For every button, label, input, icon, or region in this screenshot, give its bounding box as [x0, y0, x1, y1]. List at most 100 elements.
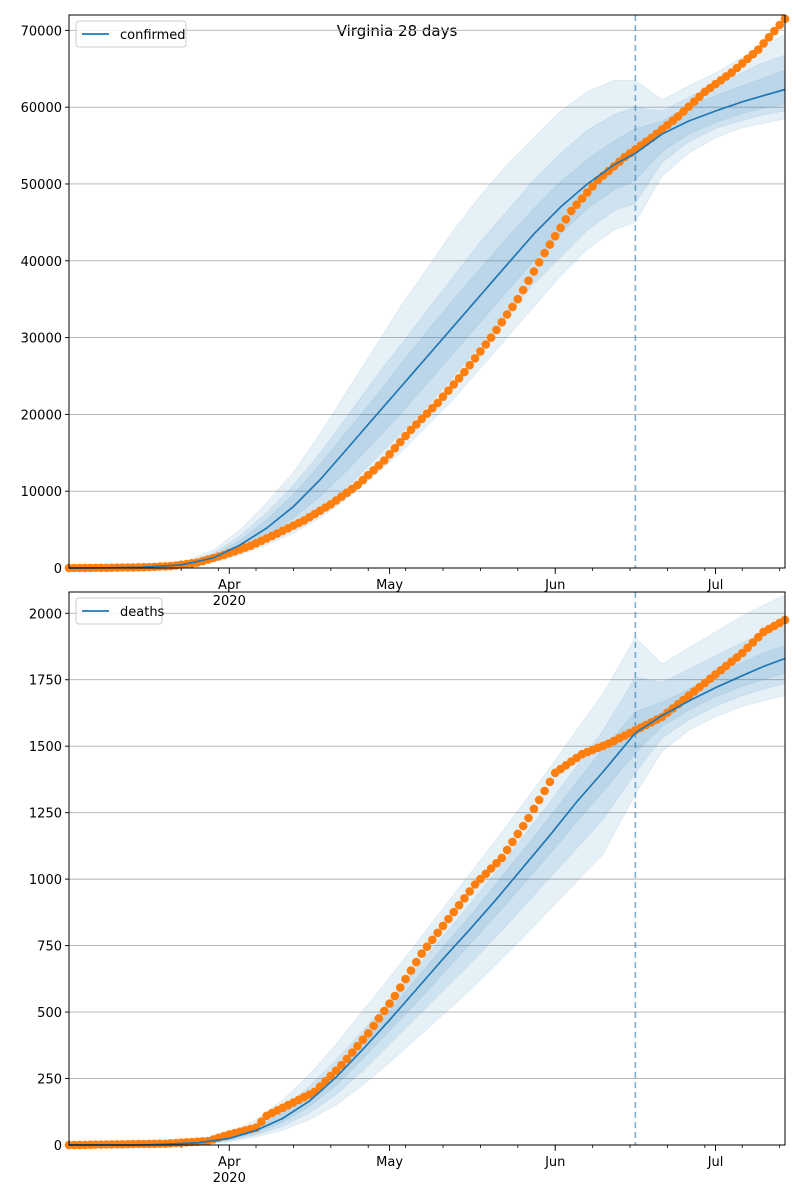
observed-point [369, 1021, 378, 1031]
observed-point [492, 325, 501, 335]
observed-point [577, 194, 587, 203]
observed-point [588, 182, 597, 191]
observed-point [481, 340, 491, 349]
observed-point [438, 921, 448, 931]
observed-point [337, 1060, 346, 1070]
observed-point [449, 380, 459, 389]
observed-point [326, 1071, 336, 1081]
axes-frame [68, 14, 786, 569]
observed-point [433, 398, 443, 408]
y-tick-label: 60000 [21, 101, 62, 116]
median-line [69, 657, 786, 1146]
observed-point [331, 1066, 341, 1075]
observed-point [518, 285, 528, 295]
x-tick-label: Apr [218, 1155, 241, 1170]
observed-point [380, 1006, 389, 1016]
observed-point [460, 894, 469, 903]
y-tick-label: 1250 [29, 807, 62, 822]
observed-point [433, 928, 443, 938]
observed-point [583, 188, 592, 197]
observed-point [545, 777, 555, 787]
observed-point [545, 240, 555, 249]
observed-point [684, 102, 694, 111]
observed-point [390, 991, 400, 1001]
observed-point [556, 223, 565, 233]
median-line [68, 88, 786, 569]
observed-point [550, 231, 560, 241]
observed-point [363, 1029, 373, 1038]
observed-point [358, 1035, 368, 1044]
observed-point [508, 837, 517, 847]
observed-point [775, 20, 784, 30]
y-tick-label: 70000 [21, 24, 62, 39]
y-tick-label: 20000 [21, 408, 62, 423]
observed-point [444, 386, 453, 395]
observed-point [422, 942, 432, 951]
observed-point [534, 795, 544, 805]
observed-point [481, 869, 491, 879]
observed-point [497, 853, 507, 863]
observed-point [406, 966, 416, 975]
observed-point [540, 248, 549, 258]
observed-point [572, 200, 581, 209]
observed-point [470, 880, 480, 889]
observed-point [412, 420, 421, 429]
y-tick-label: 40000 [21, 255, 62, 270]
observed-point [380, 456, 389, 465]
observed-point [754, 45, 763, 54]
observed-point [508, 302, 517, 312]
x-tick-sublabel: 2020 [213, 594, 246, 609]
observed-point [529, 267, 539, 276]
observed-point [454, 374, 464, 383]
observed-point [759, 39, 768, 48]
observed-point [540, 786, 549, 796]
observed-point [518, 821, 528, 831]
observed-point [770, 26, 779, 36]
y-tick-label: 0 [54, 1139, 62, 1154]
observed-point [764, 33, 774, 42]
x-tick-sublabel: 2020 [213, 1171, 246, 1186]
observed-point [449, 907, 459, 917]
observed-point [465, 887, 475, 896]
observed-point [417, 949, 427, 958]
x-tick-label: Jun [544, 1155, 565, 1170]
legend-label: deaths [120, 605, 165, 620]
observed-point [513, 294, 523, 304]
chart-title: Virginia 28 days [337, 22, 458, 40]
y-tick-label: 1750 [29, 674, 62, 689]
observed-point [412, 957, 421, 967]
y-tick-label: 2000 [29, 607, 62, 622]
confirmed-panel: 0 10000 20000 30000 40000 50000 60000 70000 Apr2… [21, 14, 790, 609]
observed-point [417, 414, 427, 424]
observed-point [257, 1117, 266, 1126]
observed-point [502, 845, 512, 855]
observed-point [353, 480, 362, 490]
observed-point [374, 1014, 384, 1023]
observed-point [460, 367, 469, 377]
y-tick-label: 0 [54, 562, 62, 577]
observed-point [534, 258, 544, 267]
observed-point [406, 425, 416, 435]
observed-point [444, 914, 453, 924]
observed-point [743, 643, 752, 653]
observed-point [470, 354, 480, 363]
y-tick-label: 10000 [21, 485, 62, 500]
x-tick-label: Jul [707, 578, 724, 593]
y-tick-label: 500 [37, 1006, 62, 1021]
observed-point [428, 935, 437, 945]
observed-point [390, 443, 400, 453]
legend-label: confirmed [120, 28, 186, 43]
axes-frame [68, 591, 786, 1146]
legend-box [75, 597, 163, 625]
observed-point [396, 983, 405, 992]
observed-point [561, 215, 571, 224]
observed-point [486, 333, 496, 342]
y-tick-label: 30000 [21, 332, 62, 347]
observed-point [454, 900, 464, 910]
observed-point [401, 974, 410, 984]
observed-point [396, 437, 405, 447]
observed-point [401, 431, 410, 441]
observed-point [567, 206, 576, 216]
observed-point [428, 403, 437, 413]
observed-point [497, 317, 507, 327]
